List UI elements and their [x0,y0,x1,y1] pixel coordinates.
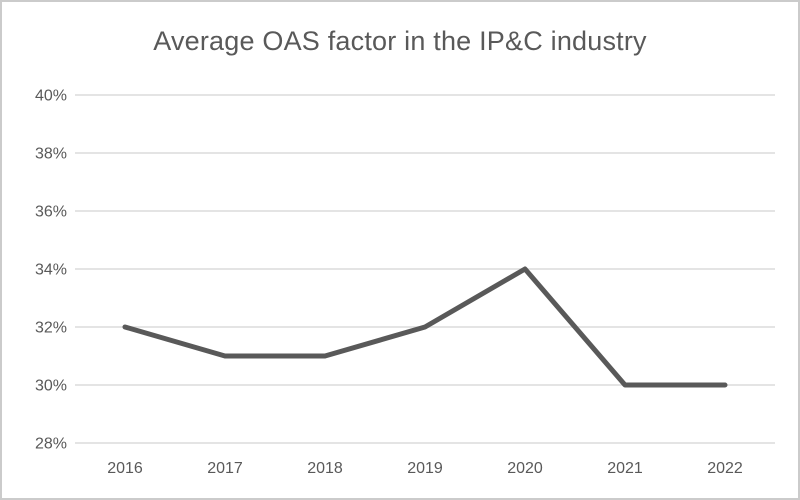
y-tick-label: 36% [35,204,67,221]
y-tick-label: 34% [35,262,67,279]
x-tick-label: 2016 [107,460,143,477]
chart-title: Average OAS factor in the IP&C industry [153,26,647,56]
x-tick-label: 2019 [407,460,443,477]
x-tick-label: 2018 [307,460,343,477]
y-tick-label: 40% [35,88,67,105]
y-tick-label: 30% [35,378,67,395]
data-series-line [122,266,728,388]
x-tick-label: 2021 [607,460,643,477]
y-tick-label: 28% [35,436,67,453]
y-tick-label: 38% [35,146,67,163]
y-tick-label: 32% [35,320,67,337]
x-tick-label: 2020 [507,460,543,477]
x-tick-label: 2017 [207,460,243,477]
x-tick-label: 2022 [707,460,743,477]
